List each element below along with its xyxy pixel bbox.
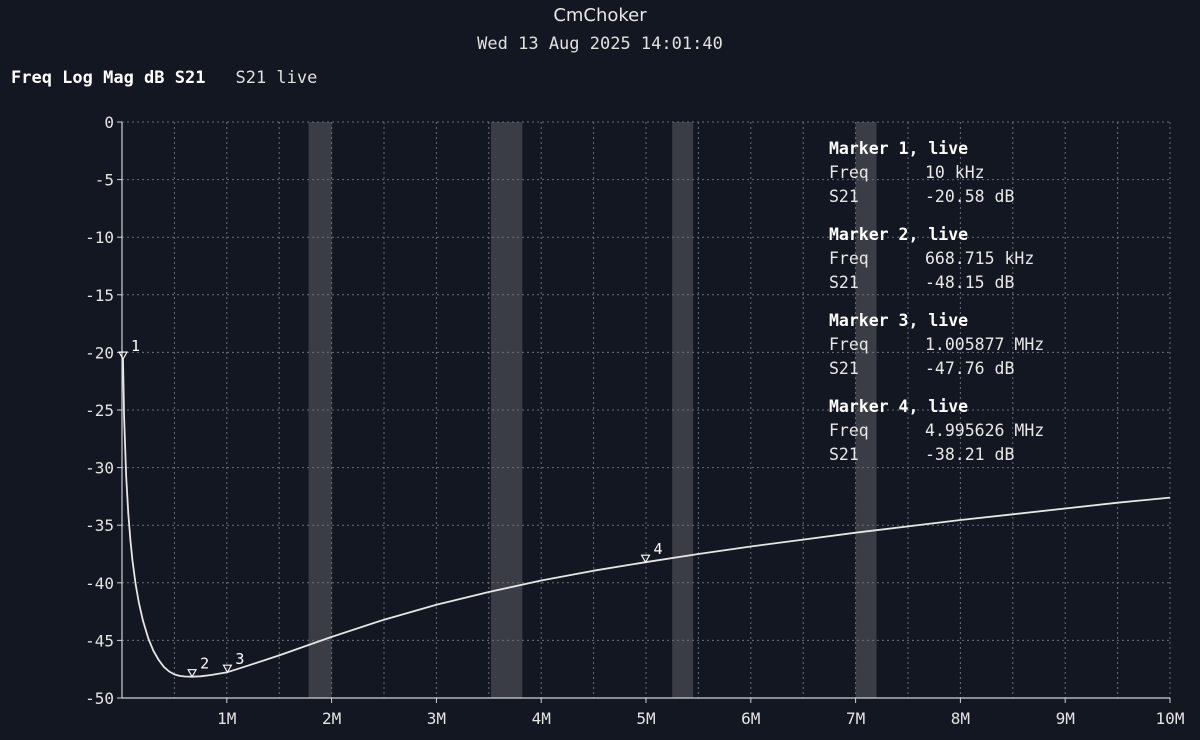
marker-readout-s21-label: S21	[829, 187, 859, 206]
y-tick-label: -15	[85, 286, 114, 305]
marker-readout: Marker 1, live Freq 10 kHz S21 -20.58 dB Mark…	[829, 139, 1044, 464]
marker-readout-s21-value: -47.76 dB	[925, 359, 1014, 378]
y-tick-label: -50	[85, 689, 114, 708]
x-tick-label: 6M	[741, 709, 760, 728]
y-tick-label: -5	[95, 171, 114, 190]
chart-title: CmChoker	[553, 5, 647, 26]
marker-readout-title: Marker 4, live	[829, 397, 968, 416]
shaded-bands	[308, 122, 877, 698]
marker-readout-s21-value: -48.15 dB	[925, 273, 1014, 292]
marker-readout-freq-value: 10 kHz	[925, 163, 985, 182]
marker-readout-s21-label: S21	[829, 273, 859, 292]
x-tick-label: 8M	[951, 709, 970, 728]
trace-format-label: Freq Log Mag dB S21	[11, 68, 206, 88]
marker-triangle-icon	[222, 664, 233, 674]
timestamp: Wed 13 Aug 2025 14:01:40	[477, 34, 723, 54]
y-tick-label: -20	[85, 343, 114, 362]
x-tick-label: 1M	[217, 709, 236, 728]
marker-readout-freq-label: Freq	[829, 249, 869, 268]
marker-triangle-icon	[187, 669, 198, 678]
x-tick-label: 2M	[322, 709, 341, 728]
marker-readout-s21-label: S21	[829, 445, 859, 464]
x-tick-label: 3M	[427, 709, 446, 728]
trace-line	[122, 359, 1171, 678]
y-tick-label: -10	[85, 228, 114, 247]
marker-readout-title: Marker 2, live	[829, 225, 968, 244]
marker-number: 4	[654, 540, 663, 558]
marker-readout-s21-label: S21	[829, 359, 859, 378]
y-tick-label: -40	[85, 574, 114, 593]
marker-readout-freq-value: 1.005877 MHz	[925, 335, 1044, 354]
x-tick-label: 5M	[636, 709, 655, 728]
marker-readout-freq-value: 4.995626 MHz	[925, 421, 1044, 440]
x-tick-label: 9M	[1056, 709, 1075, 728]
marker-triangle-icon	[640, 554, 651, 564]
trace-info: Freq Log Mag dB S21 S21 live	[11, 68, 317, 88]
x-tick-label: 4M	[532, 709, 551, 728]
marker-readout-s21-value: -38.21 dB	[925, 445, 1014, 464]
trace-name-label: S21 live	[235, 68, 318, 88]
marker-layer: 1 2 3 4	[118, 337, 663, 678]
marker-number: 1	[131, 337, 140, 355]
tick-labels: 0 -5 -10 -15 -20 -25 -30 -35 -40 -45 -50 1M 2M 3M 4M 5M…	[85, 113, 1184, 728]
trace-layer	[122, 359, 1171, 678]
marker-readout-freq-label: Freq	[829, 335, 869, 354]
y-tick-label: -35	[85, 516, 114, 535]
y-tick-label: -45	[85, 631, 114, 650]
axes	[117, 121, 1171, 703]
x-tick-label: 10M	[1156, 709, 1185, 728]
marker-readout-title: Marker 3, live	[829, 311, 968, 330]
shaded-band	[855, 122, 877, 698]
marker-readout-freq-value: 668.715 kHz	[925, 249, 1034, 268]
marker-readout-s21-value: -20.58 dB	[925, 187, 1014, 206]
x-tick-label: 7M	[846, 709, 865, 728]
y-tick-label: -25	[85, 401, 114, 420]
marker-readout-title: Marker 1, live	[829, 139, 968, 158]
marker-triangle-icon	[118, 351, 128, 361]
marker-readout-freq-label: Freq	[829, 421, 869, 440]
marker-readout-freq-label: Freq	[829, 163, 869, 182]
shaded-band	[308, 122, 332, 698]
y-tick-label: -30	[85, 459, 114, 478]
y-tick-label: 0	[104, 113, 114, 132]
marker-number: 3	[235, 650, 244, 668]
marker-number: 2	[200, 655, 209, 673]
grid-lines	[122, 121, 1171, 698]
